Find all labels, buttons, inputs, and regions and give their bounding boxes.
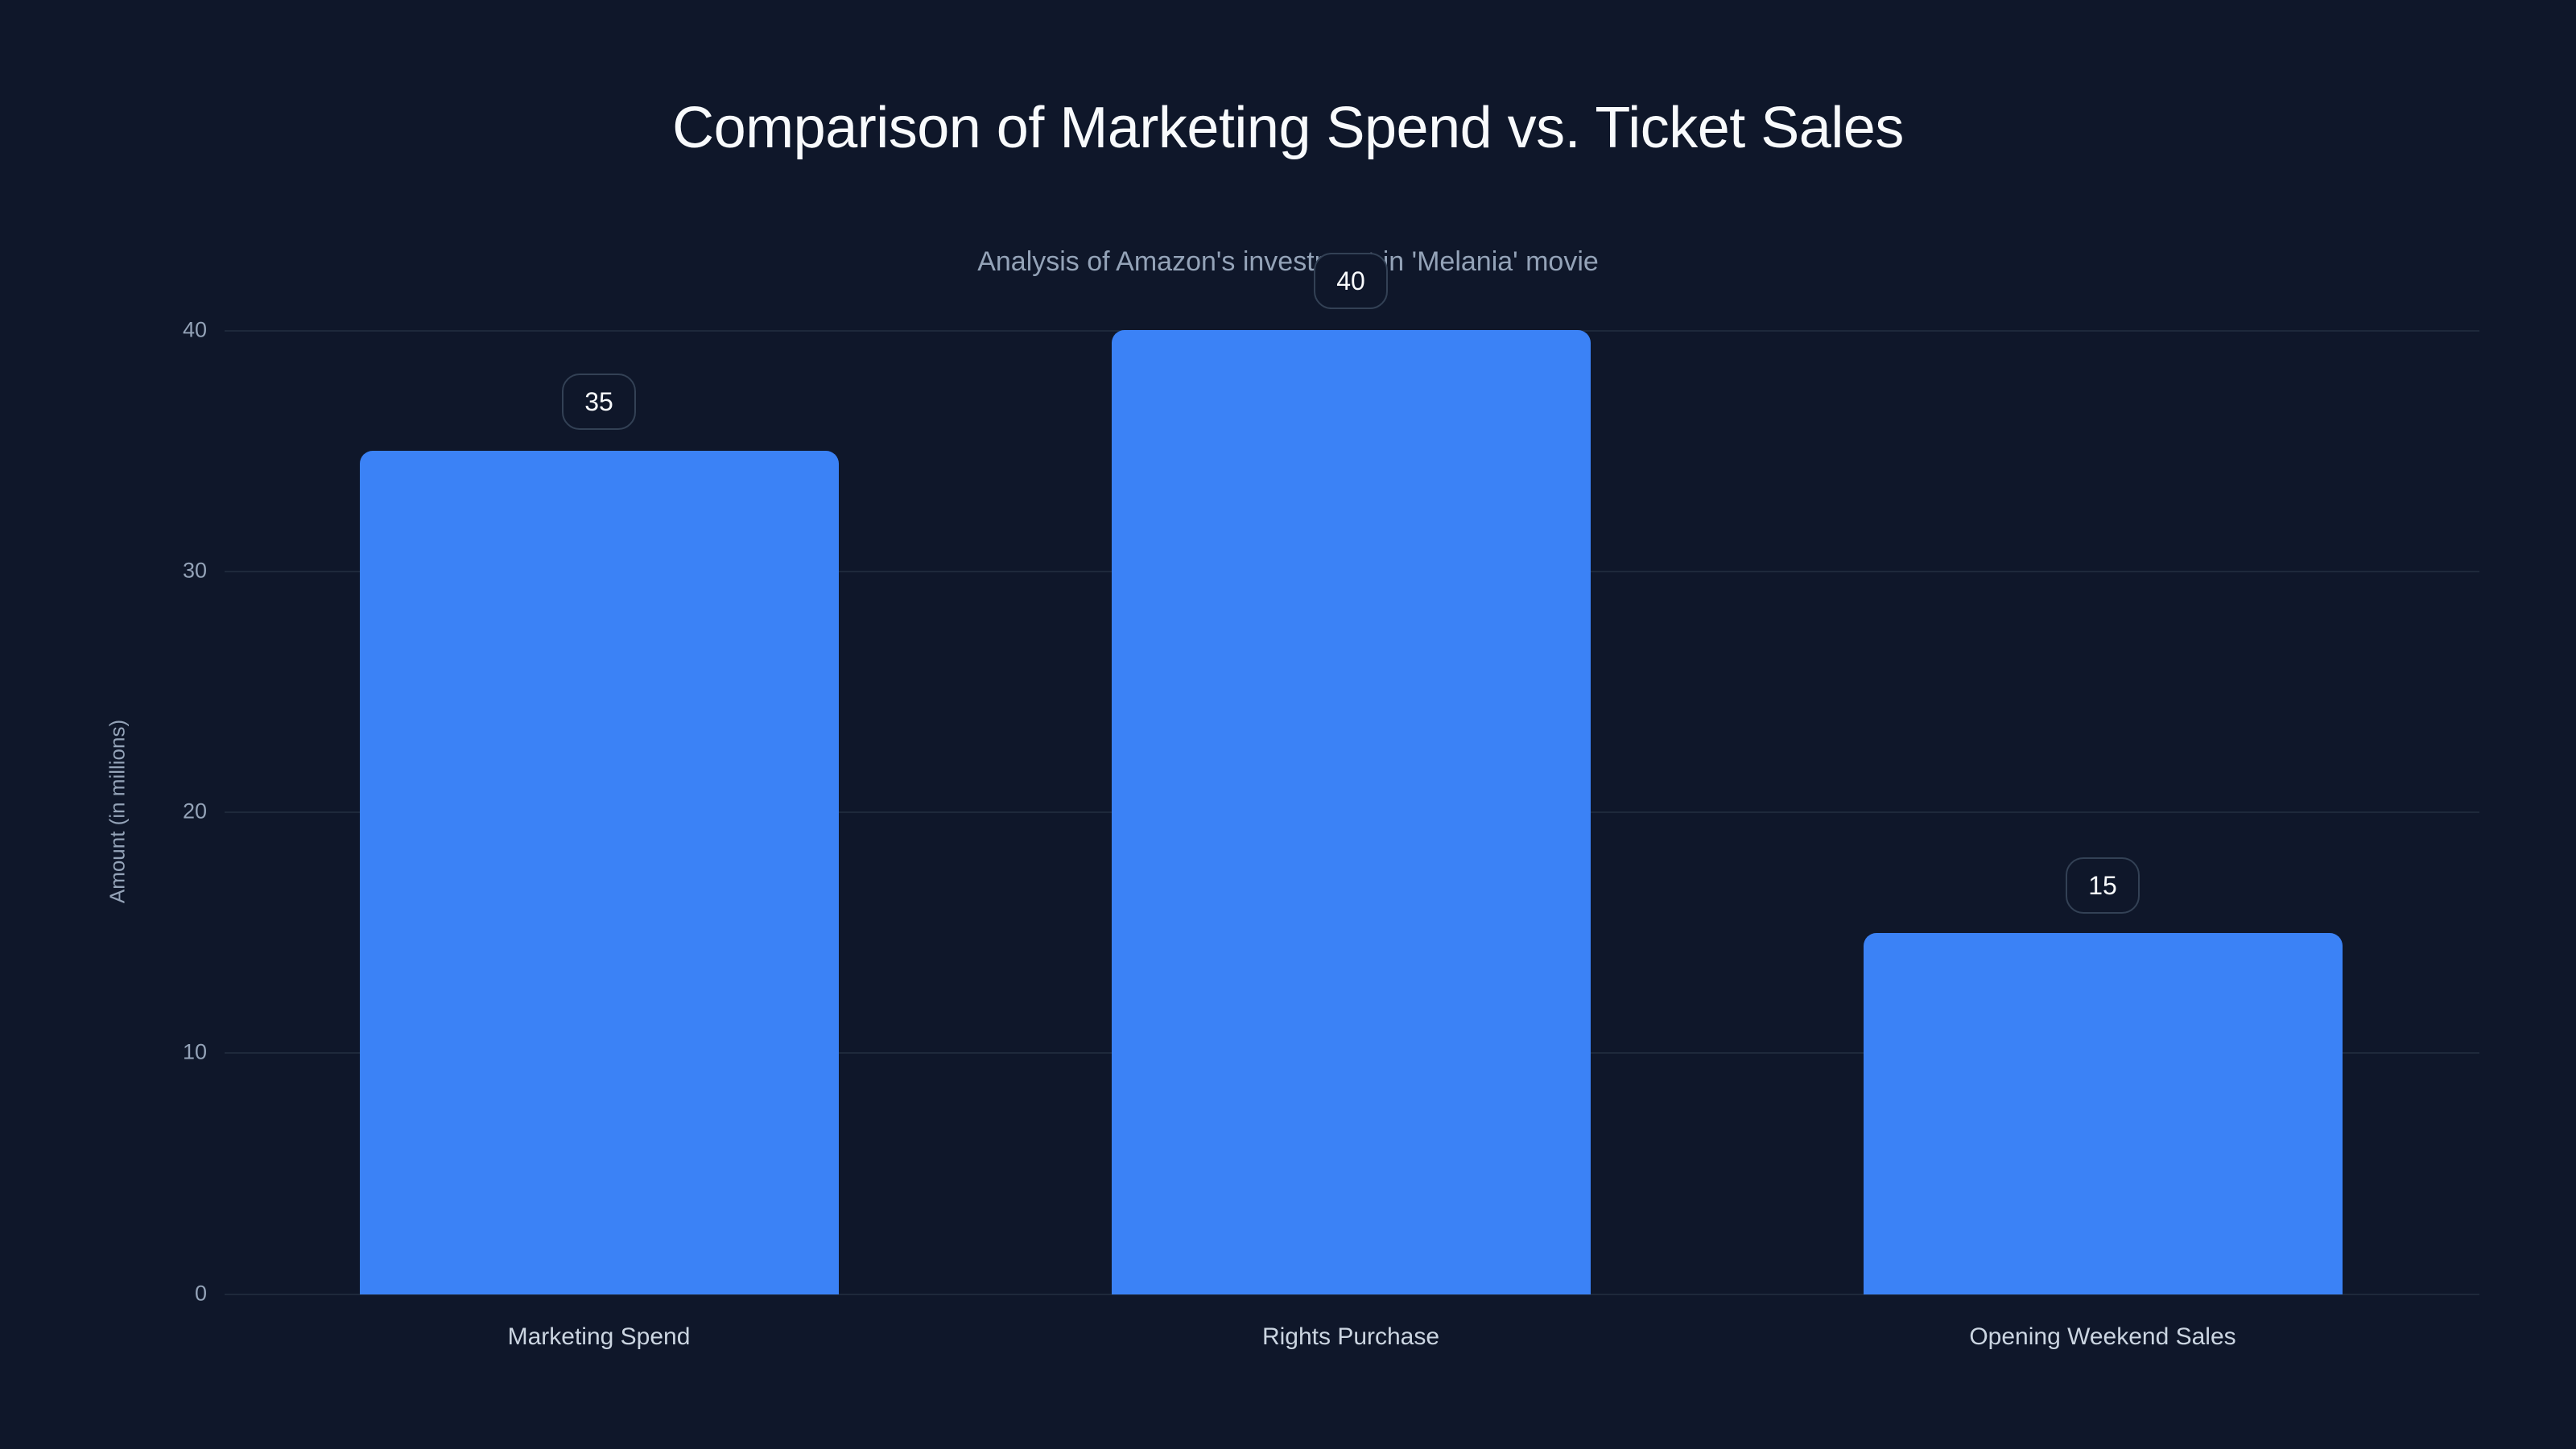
- y-tick-20: 20: [182, 799, 207, 824]
- x-tick-opening-weekend-sales: Opening Weekend Sales: [1969, 1323, 2236, 1350]
- value-label-marketing-spend: 35: [562, 374, 636, 430]
- chart-title: Comparison of Marketing Spend vs. Ticket…: [672, 96, 1904, 160]
- y-tick-40: 40: [182, 317, 207, 342]
- bar-marketing-spend[interactable]: [360, 451, 839, 1294]
- chart-subtitle: Analysis of Amazon's investment in 'Mela…: [977, 246, 1599, 277]
- gridline-0: [225, 1294, 2479, 1295]
- y-tick-0: 0: [194, 1281, 207, 1306]
- y-tick-30: 30: [182, 558, 207, 583]
- bar-rights-purchase[interactable]: [1112, 330, 1591, 1294]
- y-tick-10: 10: [182, 1039, 207, 1064]
- x-tick-rights-purchase: Rights Purchase: [1261, 1323, 1440, 1350]
- y-axis-label: Amount (in millions): [105, 719, 130, 904]
- bar-opening-weekend-sales[interactable]: [1864, 933, 2343, 1294]
- x-tick-marketing-spend: Marketing Spend: [507, 1323, 691, 1350]
- value-label-rights-purchase: 40: [1314, 253, 1388, 309]
- plot-area: 40 30 20 10 0 35 40 15 Marketing Spend R…: [183, 253, 2479, 1350]
- value-label-opening-weekend-sales: 15: [2066, 857, 2140, 914]
